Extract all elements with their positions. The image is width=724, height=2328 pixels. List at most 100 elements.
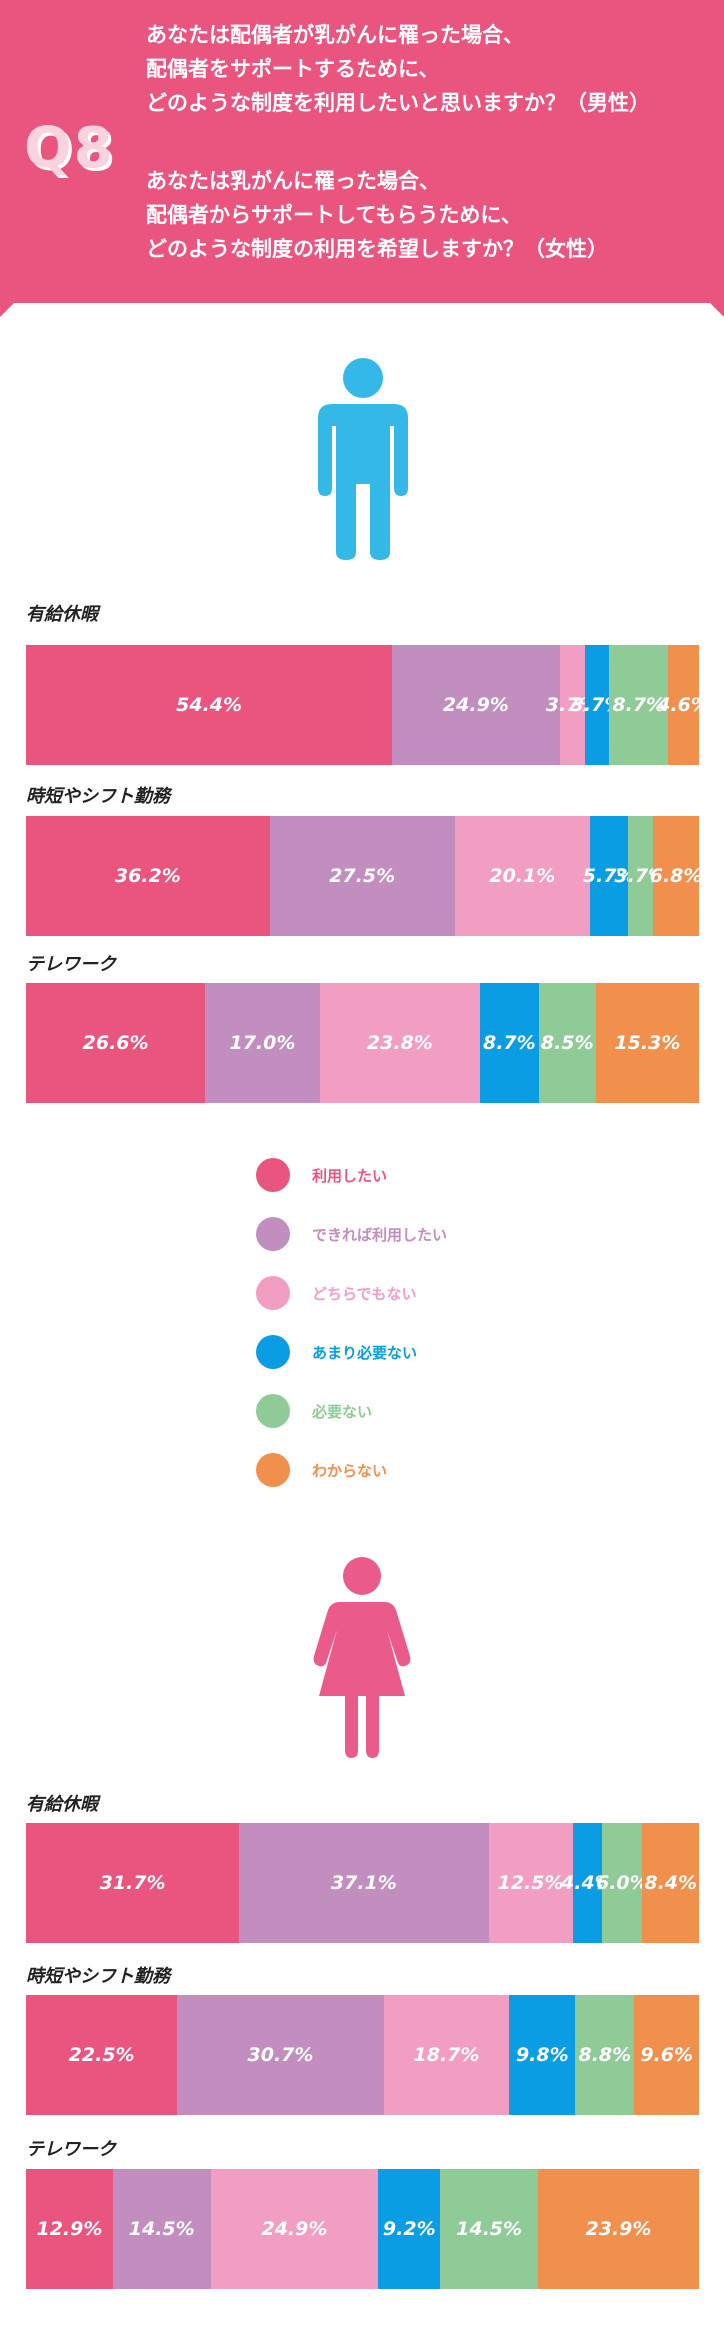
legend-swatch: [256, 1276, 290, 1310]
data-label: 5.7%: [582, 865, 636, 887]
male-question-line: 配偶者をサポートするために、: [146, 57, 440, 81]
data-label: 4.6%: [657, 694, 699, 716]
header-notch-left: [0, 303, 14, 317]
female-category-label: 有給休暇: [26, 1794, 98, 1815]
bar-segment-2: 14.5%: [112, 2169, 211, 2289]
data-label: 31.7%: [99, 1872, 166, 1894]
bar-segment-2: 17.0%: [205, 983, 320, 1103]
female-bar-telework: 12.9% 14.5% 24.9% 9.2% 14.5% 23.9%: [26, 2169, 699, 2289]
data-label: 24.9%: [261, 2218, 328, 2240]
bar-segment-1: 22.5%: [26, 1995, 178, 2115]
bar-segment-2: 24.9%: [392, 645, 560, 765]
bar-segment-6: 9.6%: [634, 1995, 699, 2115]
bar-segment-5: 8.5%: [538, 983, 596, 1103]
bar-segment-5: 8.8%: [575, 1995, 635, 2115]
data-label: 23.8%: [366, 1032, 433, 1054]
data-label: 30.7%: [247, 2044, 314, 2066]
legend-item: 利用したい: [256, 1158, 387, 1192]
data-label: 6.0%: [595, 1872, 649, 1894]
bar-segment-2: 27.5%: [269, 816, 455, 936]
male-question: あなたは配偶者が乳がんに罹った場合、 配偶者をサポートするために、 どのような制…: [146, 18, 650, 120]
data-label: 17.0%: [229, 1032, 296, 1054]
legend-label: あまり必要ない: [312, 1343, 418, 1362]
data-label: 12.5%: [497, 1872, 564, 1894]
male-question-line: どのような制度を利用したいと思いますか？（男性）: [146, 91, 650, 115]
data-label: 36.2%: [114, 865, 181, 887]
female-person-icon: [313, 1557, 411, 1758]
female-question: あなたは乳がんに罹った場合、 配偶者からサポートしてもらうために、 どのような制…: [146, 164, 608, 266]
bar-segment-6: 8.4%: [642, 1823, 699, 1943]
data-label: 24.9%: [442, 694, 509, 716]
legend-item: どちらでもない: [256, 1276, 417, 1310]
bar-segment-1: 54.4%: [26, 645, 393, 765]
data-label: 54.4%: [176, 694, 243, 716]
bar-segment-2: 30.7%: [177, 1995, 384, 2115]
bar-segment-4: 4.4%: [561, 1823, 614, 1943]
bar-segment-4: 9.2%: [378, 2169, 441, 2289]
bar-segment-6: 15.3%: [595, 983, 699, 1103]
female-question-line: どのような制度の利用を希望しますか？（女性）: [146, 237, 608, 261]
bar-segment-1: 31.7%: [26, 1823, 240, 1943]
male-bar-paid-leave: 54.4%24.9%3.7%3.7%8.7%4.6%: [26, 645, 699, 765]
bar-segment-5: 14.5%: [440, 2169, 538, 2289]
data-label: 26.6%: [82, 1032, 149, 1054]
bar-segment-1: 12.9%: [26, 2169, 113, 2289]
legend-swatch: [256, 1335, 290, 1369]
female-question-line: 配偶者からサポートしてもらうために、: [146, 203, 522, 227]
female-bar-paid-leave: 31.7% 37.1% 12.5% 4.4% 6.0% 8.4%: [26, 1823, 699, 1943]
male-category-label: テレワーク: [26, 954, 116, 975]
bar-segment-6: 6.8%: [649, 816, 699, 936]
legend-label: 利用したい: [312, 1166, 388, 1185]
data-label: 20.1%: [489, 865, 556, 887]
bar-segment-6: 4.6%: [657, 645, 699, 765]
data-label: 8.7%: [482, 1032, 536, 1054]
data-label: 37.1%: [330, 1872, 397, 1894]
data-label: 14.5%: [128, 2218, 195, 2240]
data-label: 14.5%: [456, 2218, 523, 2240]
data-label: 18.7%: [413, 2044, 480, 2066]
male-person-icon: [318, 358, 408, 560]
bar-segment-3: 24.9%: [210, 2169, 379, 2289]
female-category-label: 時短やシフト勤務: [26, 1966, 170, 1987]
male-bar-short-hours: 36.2% 27.5% 20.1% 5.7% 3.7% 6.8%: [26, 816, 699, 936]
legend-item: わからない: [256, 1453, 387, 1487]
question-number: Q8: [24, 116, 115, 181]
bar-segment-4: 9.8%: [509, 1995, 576, 2115]
legend-item: 必要ない: [256, 1394, 372, 1428]
female-question-line: あなたは乳がんに罹った場合、: [146, 169, 440, 193]
legend-swatch: [256, 1217, 290, 1251]
data-label: 8.5%: [540, 1032, 594, 1054]
bar-segment-2: 37.1%: [239, 1823, 489, 1943]
female-category-label: テレワーク: [26, 2139, 116, 2160]
data-label: 27.5%: [329, 865, 396, 887]
data-label: 9.2%: [382, 2218, 436, 2240]
legend-item: あまり必要ない: [256, 1335, 417, 1369]
bar-segment-4: 3.7%: [571, 645, 623, 765]
bar-segment-4: 5.7%: [583, 816, 635, 936]
data-label: 15.3%: [614, 1032, 681, 1054]
bar-segment-3: 12.5%: [488, 1823, 573, 1943]
bar-segment-3: 20.1%: [454, 816, 590, 936]
legend-swatch: [256, 1158, 290, 1192]
legend-swatch: [256, 1394, 290, 1428]
male-question-line: あなたは配偶者が乳がんに罹った場合、: [146, 23, 524, 47]
data-label: 4.4%: [561, 1872, 614, 1894]
data-label: 8.4%: [644, 1872, 698, 1894]
legend-swatch: [256, 1453, 290, 1487]
data-label: 8.8%: [578, 2044, 632, 2066]
question-header: Q8 あなたは配偶者が乳がんに罹った場合、 配偶者をサポートするために、 どのよ…: [0, 0, 724, 317]
legend-label: 必要ない: [312, 1402, 373, 1421]
data-label: 23.9%: [585, 2218, 652, 2240]
male-category-label: 時短やシフト勤務: [26, 786, 170, 807]
data-label: 9.6%: [640, 2044, 694, 2066]
bar-segment-5: 6.0%: [596, 1823, 649, 1943]
legend-label: できれば利用したい: [312, 1225, 448, 1244]
header-notch-right: [710, 303, 724, 317]
legend-label: わからない: [312, 1461, 388, 1480]
data-label: 22.5%: [68, 2044, 135, 2066]
bar-segment-4: 8.7%: [480, 983, 539, 1103]
data-label: 9.8%: [515, 2044, 569, 2066]
legend-item: できれば利用したい: [256, 1217, 447, 1251]
female-bar-short-hours: 22.5% 30.7% 18.7% 9.8% 8.8% 9.6%: [26, 1995, 699, 2115]
data-label: 6.8%: [649, 865, 699, 887]
